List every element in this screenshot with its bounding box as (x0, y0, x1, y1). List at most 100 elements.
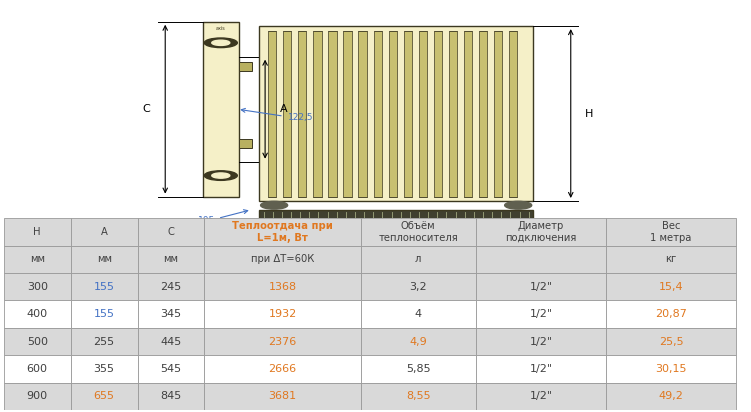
Polygon shape (283, 30, 291, 197)
Polygon shape (328, 30, 336, 197)
Polygon shape (313, 30, 321, 197)
Bar (137, 300, 204, 328)
Text: L: L (393, 253, 400, 263)
Text: кг: кг (665, 255, 677, 265)
Polygon shape (343, 30, 351, 197)
Bar (4, 355, 71, 383)
Bar (4, 383, 71, 410)
Bar (204, 383, 360, 410)
Polygon shape (259, 210, 533, 232)
Bar (476, 246, 606, 273)
Polygon shape (203, 22, 239, 197)
Text: 5,85: 5,85 (406, 364, 430, 374)
Circle shape (261, 201, 288, 209)
Text: 8,55: 8,55 (406, 391, 430, 401)
Bar (606, 300, 736, 328)
Bar (360, 300, 476, 328)
Text: 49,2: 49,2 (659, 391, 683, 401)
Text: 400: 400 (26, 309, 48, 319)
Bar (137, 273, 204, 300)
Bar (137, 218, 204, 246)
Bar (137, 246, 204, 273)
Text: C: C (143, 104, 150, 114)
Text: 1/2": 1/2" (529, 391, 553, 401)
Bar (360, 218, 476, 246)
Bar (4, 300, 71, 328)
Text: 1/2": 1/2" (529, 282, 553, 292)
Text: H: H (34, 227, 41, 237)
Circle shape (204, 171, 237, 180)
Polygon shape (358, 30, 366, 197)
Text: A: A (101, 227, 107, 237)
Text: 25,5: 25,5 (659, 337, 683, 346)
Bar (204, 273, 360, 300)
Bar (204, 328, 360, 355)
Text: л: л (415, 255, 421, 265)
Text: 545: 545 (161, 364, 182, 374)
Text: 1368: 1368 (269, 282, 297, 292)
Text: 900: 900 (26, 391, 48, 401)
Bar (4, 218, 71, 246)
Bar (360, 328, 476, 355)
Bar (137, 383, 204, 410)
Bar (71, 328, 137, 355)
Bar (71, 383, 137, 410)
Bar (71, 300, 137, 328)
Polygon shape (449, 30, 457, 197)
Bar (476, 383, 606, 410)
Circle shape (505, 201, 532, 209)
Text: 105: 105 (198, 216, 216, 225)
Bar (360, 273, 476, 300)
Text: 3681: 3681 (269, 391, 297, 401)
Bar (204, 355, 360, 383)
Text: мм: мм (30, 255, 45, 265)
Text: 1932: 1932 (268, 309, 297, 319)
Text: Объём
теплоносителя: Объём теплоносителя (379, 221, 458, 243)
Text: axis: axis (216, 26, 225, 31)
Text: мм: мм (97, 255, 112, 265)
Bar (4, 273, 71, 300)
Text: мм: мм (164, 255, 179, 265)
Polygon shape (388, 30, 397, 197)
Bar (360, 383, 476, 410)
Polygon shape (298, 30, 306, 197)
Text: 345: 345 (161, 309, 182, 319)
Bar (606, 273, 736, 300)
Text: Вес
1 метра: Вес 1 метра (650, 221, 692, 243)
Bar (606, 328, 736, 355)
Bar (71, 218, 137, 246)
Text: A: A (280, 104, 288, 114)
Bar (71, 355, 137, 383)
Bar (204, 218, 360, 246)
Text: 30,15: 30,15 (656, 364, 686, 374)
Bar (476, 218, 606, 246)
Text: 600: 600 (27, 364, 48, 374)
Text: Теплоотдача при
L=1м, Вт: Теплоотдача при L=1м, Вт (232, 221, 333, 243)
Text: 2666: 2666 (269, 364, 297, 374)
Text: 20,87: 20,87 (655, 309, 687, 319)
Bar (204, 300, 360, 328)
Polygon shape (509, 30, 517, 197)
Text: 655: 655 (94, 391, 115, 401)
Polygon shape (404, 30, 412, 197)
Bar (137, 355, 204, 383)
Text: 4,9: 4,9 (409, 337, 427, 346)
Polygon shape (419, 30, 427, 197)
Bar (71, 246, 137, 273)
Bar (360, 246, 476, 273)
Text: при ΔT=60К: при ΔT=60К (251, 255, 314, 265)
Bar (360, 355, 476, 383)
Bar (4, 246, 71, 273)
Bar (4, 328, 71, 355)
Bar (606, 383, 736, 410)
Text: 300: 300 (27, 282, 48, 292)
Polygon shape (259, 26, 533, 201)
Polygon shape (239, 139, 252, 147)
Text: 255: 255 (94, 337, 115, 346)
Text: 355: 355 (94, 364, 115, 374)
Bar (476, 300, 606, 328)
Polygon shape (479, 30, 487, 197)
Text: 445: 445 (161, 337, 182, 346)
Polygon shape (464, 30, 472, 197)
Bar (476, 273, 606, 300)
